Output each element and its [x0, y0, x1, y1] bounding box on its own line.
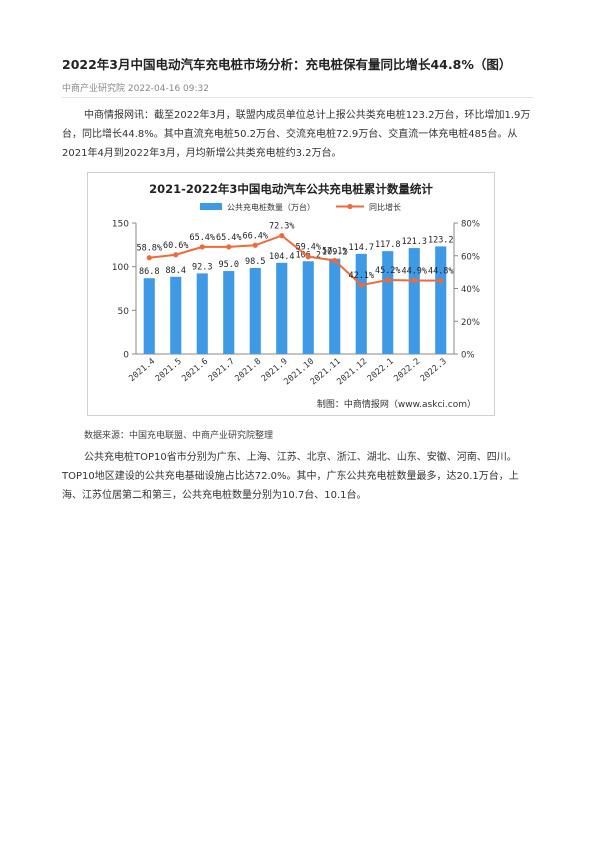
growth-point [385, 277, 391, 283]
x-tick-label: 2021.5 [154, 357, 184, 384]
bar [196, 273, 208, 354]
growth-value-label: 65.4% [216, 233, 242, 243]
growth-point [411, 277, 417, 284]
bar [329, 258, 341, 354]
x-tick-label: 2022.2 [392, 357, 422, 384]
growth-value-label: 72.3% [269, 222, 295, 232]
growth-value-label: 65.4% [189, 233, 215, 243]
growth-point [173, 252, 179, 258]
bar-value-label: 121.3 [401, 237, 427, 247]
growth-value-label: 58.8% [136, 244, 162, 254]
growth-value-label: 45.2% [375, 266, 401, 276]
article-paragraph-intro: 中商情报网讯：截至2022年3月，联盟内成员单位总计上报公共类充电桩123.2万… [62, 110, 531, 159]
y-right-tick-label: 40% [461, 285, 480, 295]
bar-value-label: 114.7 [348, 243, 374, 253]
bar [223, 271, 235, 354]
y-left-tick-label: 150 [112, 220, 129, 230]
bar [249, 267, 261, 354]
y-left-tick-label: 0 [123, 351, 129, 361]
data-source: 数据来源：中国充电联盟、中商产业研究院整理 [84, 431, 274, 441]
growth-value-label: 57.1% [322, 246, 348, 256]
x-tick-label: 2022.3 [419, 357, 449, 384]
x-tick-label: 2021.7 [207, 357, 237, 384]
chart-title: 2021-2022年3中国电动汽车公共充电桩累计数量统计 [149, 182, 433, 196]
growth-point [332, 257, 338, 264]
bar [143, 278, 155, 354]
bar [302, 261, 314, 354]
article-title: 2022年3月中国电动汽车充电桩市场分析：充电桩保有量同比增长44.8%（图） [62, 57, 512, 72]
growth-value-label: 59.4% [295, 243, 321, 253]
growth-point [358, 282, 364, 288]
legend-bar-swatch [200, 203, 222, 210]
x-tick-label: 2021.4 [127, 357, 157, 384]
bar [435, 246, 447, 354]
legend-line-marker [347, 203, 353, 210]
bar-value-label: 109.2 [322, 248, 348, 258]
x-tick-label: 2021.12 [335, 357, 369, 388]
bar-value-label: 117.8 [375, 240, 401, 250]
y-right-tick-label: 0% [461, 351, 475, 361]
growth-point [199, 244, 205, 250]
bar-value-label: 95.0 [219, 260, 239, 270]
y-right-tick-label: 60% [461, 252, 480, 262]
bar-value-label: 86.8 [139, 267, 159, 277]
bar [355, 253, 367, 354]
growth-point [305, 254, 311, 260]
chart-credit: 制图：中商情报网（www.askci.com） [317, 398, 476, 410]
growth-point [279, 233, 285, 239]
bar-value-label: 123.2 [428, 235, 454, 245]
bar [408, 248, 420, 354]
growth-value-label: 60.6% [163, 241, 189, 251]
growth-point [146, 255, 152, 261]
x-tick-label: 2021.6 [180, 357, 210, 384]
growth-line [149, 234, 441, 287]
bar [382, 251, 394, 354]
x-tick-label: 2022.1 [366, 357, 396, 384]
chart-figure: 2021-2022年3中国电动汽车公共充电桩累计数量统计公共充电桩数量（万台） 同… [87, 172, 495, 416]
divider [62, 97, 533, 98]
growth-value-label: 44.8% [428, 267, 454, 277]
growth-value-label: 42.1% [348, 271, 374, 281]
growth-point [226, 244, 232, 250]
bar-value-label: 92.3 [192, 262, 212, 272]
y-right-tick-label: 20% [461, 318, 480, 328]
y-right-tick-label: 80% [461, 220, 480, 230]
growth-point [252, 242, 258, 248]
growth-point [438, 278, 444, 284]
bar [276, 262, 288, 354]
y-left-tick-label: 50 [118, 307, 130, 317]
bar-value-label: 88.4 [166, 266, 186, 276]
bar-value-label: 98.5 [245, 257, 265, 267]
legend-bar-label: 公共充电桩数量（万台） [227, 202, 315, 212]
y-left-tick-label: 100 [112, 263, 129, 273]
article-meta: 中商产业研究院 2022-04-16 09:32 [62, 84, 209, 94]
legend-line-label: 同比增长 [369, 202, 401, 212]
bar-value-label: 104.4 [269, 252, 295, 262]
bar [170, 276, 182, 354]
x-tick-label: 2021.8 [233, 357, 263, 384]
growth-value-label: 66.4% [242, 231, 268, 241]
growth-value-label: 44.9% [401, 266, 427, 276]
article-paragraph-top10: 公共充电桩TOP10省市分别为广东、上海、江苏、北京、浙江、湖北、山东、安徽、河… [62, 452, 519, 501]
